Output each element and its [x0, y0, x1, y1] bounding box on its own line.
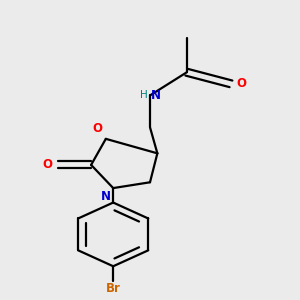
Text: O: O — [92, 122, 102, 134]
Text: H: H — [140, 90, 148, 100]
Text: N: N — [151, 89, 161, 102]
Text: O: O — [43, 158, 52, 171]
Text: O: O — [236, 77, 247, 90]
Text: Br: Br — [106, 282, 121, 295]
Text: N: N — [101, 190, 111, 203]
